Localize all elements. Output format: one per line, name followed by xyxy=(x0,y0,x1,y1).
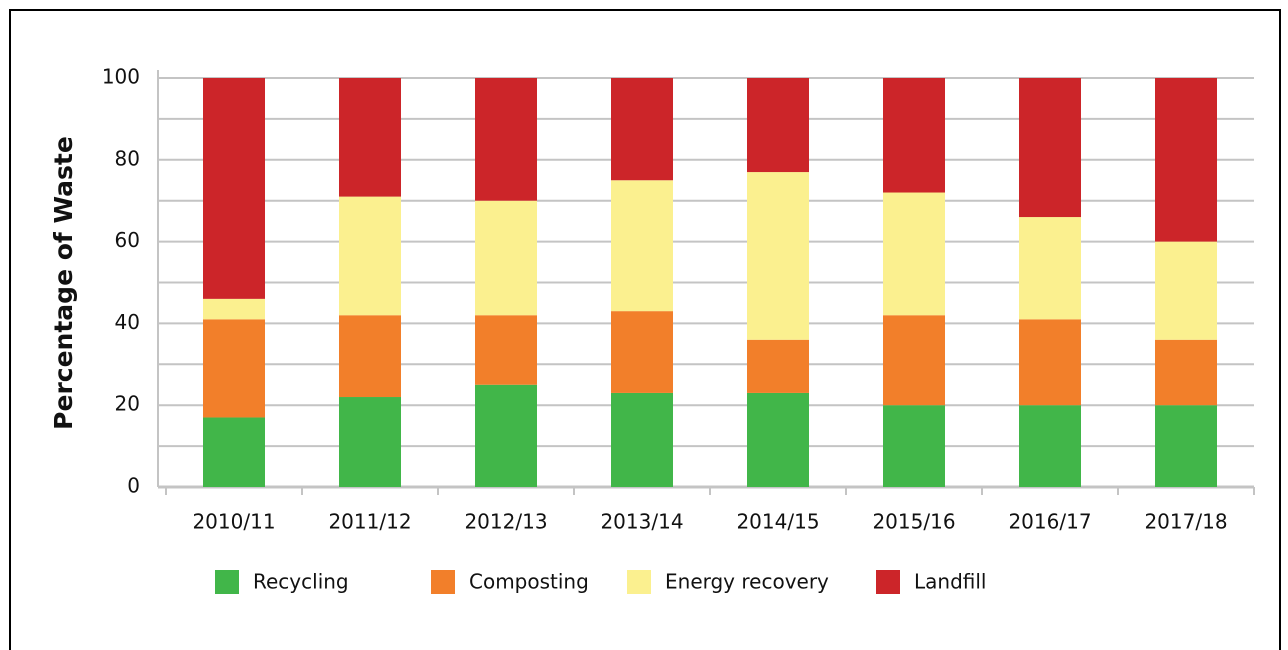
legend-label: Energy recovery xyxy=(665,570,829,594)
y-tick-label: 80 xyxy=(115,146,140,170)
legend-swatch xyxy=(431,570,455,594)
bar-segment xyxy=(339,196,401,316)
x-tick-label: 2013/14 xyxy=(600,510,683,534)
bar-segment xyxy=(1155,405,1217,487)
bar-segment xyxy=(203,319,265,418)
x-tick-label: 2011/12 xyxy=(328,510,411,534)
x-tick-label: 2016/17 xyxy=(1008,510,1091,534)
bar-segment xyxy=(883,405,945,487)
bar-segment xyxy=(339,315,401,398)
bar-segment xyxy=(203,298,265,320)
bar-segment xyxy=(1019,405,1081,487)
legend-label: Composting xyxy=(469,570,589,594)
bar-segment xyxy=(747,172,809,340)
bar-segment xyxy=(611,311,673,393)
bar-segment xyxy=(611,180,673,312)
bar-segment xyxy=(611,392,673,487)
bar-segment xyxy=(883,192,945,316)
legend-swatch xyxy=(876,570,900,594)
y-tick-label: 100 xyxy=(102,65,140,89)
bar-segment xyxy=(339,78,401,197)
legend-swatch xyxy=(215,570,239,594)
bar-segment xyxy=(1019,78,1081,218)
y-tick-label: 20 xyxy=(115,392,140,416)
legend-label: Recycling xyxy=(253,570,349,594)
bar-segment xyxy=(883,78,945,193)
bar-segment xyxy=(747,392,809,487)
bar-segment xyxy=(1019,319,1081,406)
y-tick-label: 40 xyxy=(115,310,140,334)
bar-segment xyxy=(747,78,809,173)
bar-segment xyxy=(203,78,265,299)
bar-segment xyxy=(1019,217,1081,320)
legend-label: Landfill xyxy=(914,570,986,594)
bar-segment xyxy=(475,315,537,385)
bar-segment xyxy=(203,417,265,487)
bar-segment xyxy=(1155,241,1217,340)
y-tick-label: 60 xyxy=(115,228,140,252)
bar-segment xyxy=(1155,78,1217,242)
x-tick-label: 2012/13 xyxy=(464,510,547,534)
x-tick-label: 2015/16 xyxy=(872,510,955,534)
bar-segment xyxy=(475,384,537,487)
bar-segment xyxy=(475,78,537,201)
x-tick-label: 2017/18 xyxy=(1144,510,1227,534)
bar-segment xyxy=(339,397,401,487)
bar-segment xyxy=(611,78,673,181)
x-tick-label: 2010/11 xyxy=(192,510,275,534)
legend-swatch xyxy=(627,570,651,594)
bar-segment xyxy=(747,339,809,393)
bar-segment xyxy=(1155,339,1217,406)
y-axis-label: Percentage of Waste xyxy=(49,136,78,430)
bar-segment xyxy=(883,315,945,406)
y-tick-label: 0 xyxy=(127,474,140,498)
bar-segment xyxy=(475,200,537,316)
x-tick-label: 2014/15 xyxy=(736,510,819,534)
